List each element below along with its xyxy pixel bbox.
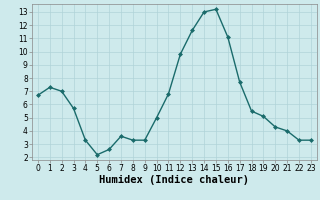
X-axis label: Humidex (Indice chaleur): Humidex (Indice chaleur) [100,175,249,185]
